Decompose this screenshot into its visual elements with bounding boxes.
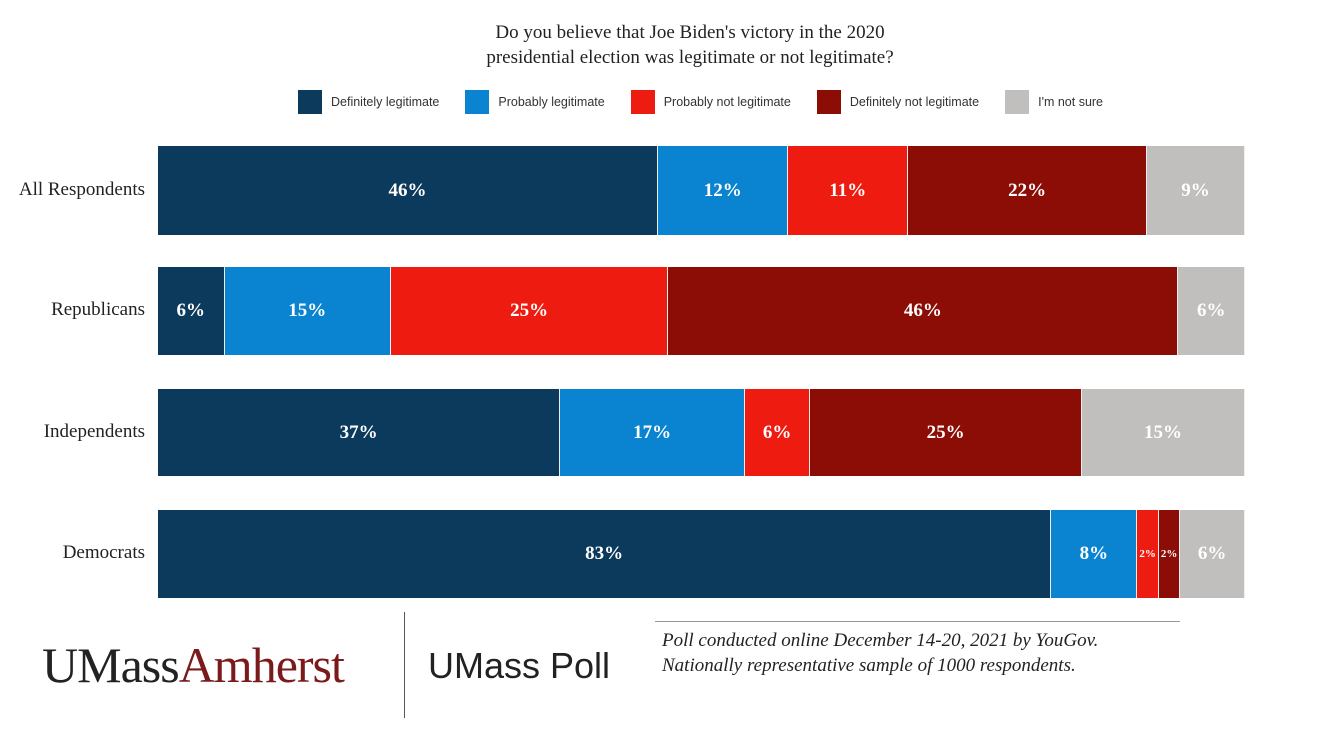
bar-segment: 8%: [1051, 510, 1138, 598]
bar-segment: 83%: [158, 510, 1052, 598]
bar-segment: 2%: [1158, 510, 1181, 598]
legend-swatch: [630, 90, 655, 114]
logo-part-1: UMass: [42, 637, 180, 693]
stacked-bar: 83% 8% 2% 2% 6%: [158, 510, 1245, 598]
chart-title-line-2: presidential election was legitimate or …: [486, 47, 894, 68]
legend-label: I'm not sure: [1038, 95, 1104, 109]
legend-item: Definitely legitimate: [298, 90, 439, 114]
bar-segment: 25%: [810, 389, 1082, 476]
bar-segment: 46%: [158, 146, 659, 235]
stacked-bar: 46% 12% 11% 22% 9%: [158, 146, 1245, 235]
bar-segment: 25%: [390, 267, 669, 355]
legend-swatch: [465, 90, 490, 114]
legend-item: Probably legitimate: [465, 90, 605, 114]
footer-divider: [404, 612, 405, 718]
bar-segment: 46%: [668, 267, 1179, 355]
legend: Definitely legitimate Probably legitimate…: [298, 90, 1129, 114]
bar-segment: 6%: [158, 267, 225, 355]
legend-swatch: [816, 90, 841, 114]
bar-segment: 22%: [908, 146, 1148, 235]
note-rule: [655, 621, 1180, 622]
bar-segment: 15%: [1081, 389, 1245, 476]
legend-label: Definitely not legitimate: [849, 95, 980, 109]
logo-part-2: Amherst: [178, 637, 345, 693]
stacked-bar: 37% 17% 6% 25% 15%: [158, 389, 1245, 476]
category-label: Democrats: [62, 542, 145, 563]
legend-label: Probably not legitimate: [663, 95, 791, 109]
stacked-bar: 6% 15% 25% 46% 6%: [158, 267, 1245, 355]
bar-segment: 17%: [560, 389, 745, 476]
chart-title-line-1: Do you believe that Joe Biden's victory …: [495, 22, 885, 43]
bar-segment: 11%: [788, 146, 909, 235]
legend-swatch: [1005, 90, 1030, 114]
bar-segment: 12%: [658, 146, 789, 235]
note-line-1: Poll conducted online December 14-20, 20…: [662, 630, 1099, 651]
legend-item: I'm not sure: [1005, 90, 1103, 114]
legend-label: Probably legitimate: [498, 95, 605, 109]
poll-name: UMass Poll: [428, 645, 611, 686]
category-label: All Respondents: [18, 178, 145, 200]
bar-segment: 6%: [1178, 267, 1245, 355]
category-label: Republicans: [51, 299, 145, 320]
bar-segment: 15%: [224, 267, 391, 355]
legend-label: Definitely legitimate: [331, 95, 440, 109]
bar-segment: 2%: [1137, 510, 1159, 598]
bar-segment: 9%: [1147, 146, 1245, 235]
bar-segment: 6%: [744, 389, 811, 476]
umass-amherst-logo: UMassAmherst: [42, 636, 345, 694]
bar-segment: 37%: [158, 389, 561, 476]
note-line-2: Nationally representative sample of 1000…: [662, 655, 1076, 676]
legend-swatch: [298, 90, 322, 114]
category-label: Independents: [43, 420, 145, 442]
bar-segment: 6%: [1180, 510, 1245, 598]
legend-item: Definitely not legitimate: [816, 90, 980, 114]
legend-item: Probably not legitimate: [630, 90, 791, 114]
